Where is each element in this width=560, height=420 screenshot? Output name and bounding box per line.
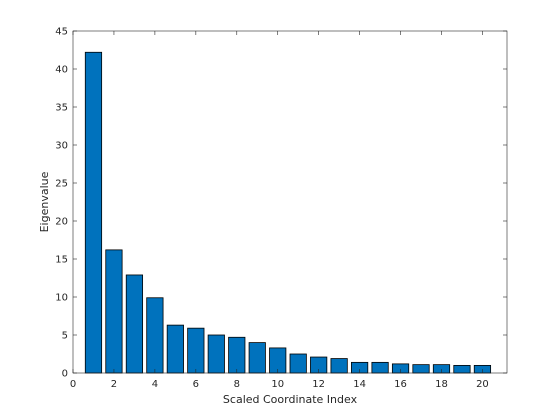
bar-9 xyxy=(248,342,266,374)
bar-17 xyxy=(412,364,430,374)
bar-19 xyxy=(453,364,471,374)
y-tick-label-0: 0 xyxy=(62,369,68,380)
y-tick-label-30: 30 xyxy=(55,141,68,152)
bar-4 xyxy=(146,297,164,374)
axes-group xyxy=(72,30,508,374)
bar-11 xyxy=(289,353,307,374)
bar-8 xyxy=(228,336,246,374)
bar-7 xyxy=(207,334,225,374)
x-tick-label-16: 16 xyxy=(394,379,407,390)
axes-box xyxy=(72,30,508,374)
x-tick-label-14: 14 xyxy=(353,379,366,390)
bar-3 xyxy=(125,274,144,374)
plot-area xyxy=(73,31,507,373)
bars-group xyxy=(84,51,492,374)
x-tick-labels: 0 2 4 6 8 10 12 14 16 18 20 xyxy=(70,379,489,390)
x-tick-label-8: 8 xyxy=(234,379,240,390)
y-tick-label-45: 45 xyxy=(55,27,68,38)
bar-15 xyxy=(371,361,389,374)
y-tick-labels: 0 5 10 15 20 25 30 35 40 45 xyxy=(55,27,68,380)
y-tick-label-35: 35 xyxy=(55,103,68,114)
x-tick-label-0: 0 xyxy=(70,379,76,390)
x-axis-label: Scaled Coordinate Index xyxy=(223,393,358,406)
y-tick-label-40: 40 xyxy=(55,65,68,76)
bar-1 xyxy=(84,51,103,374)
x-tick-label-12: 12 xyxy=(312,379,325,390)
x-tick-label-6: 6 xyxy=(193,379,199,390)
y-tick-label-15: 15 xyxy=(55,255,68,266)
bar-2 xyxy=(105,249,123,374)
y-tick-label-5: 5 xyxy=(62,331,68,342)
x-tick-label-2: 2 xyxy=(111,379,117,390)
y-tick-label-10: 10 xyxy=(55,293,68,304)
y-tick-label-25: 25 xyxy=(55,179,68,190)
x-tick-label-20: 20 xyxy=(476,379,489,390)
x-tick-label-10: 10 xyxy=(271,379,284,390)
bar-13 xyxy=(330,358,348,374)
x-tick-label-4: 4 xyxy=(152,379,158,390)
bar-5 xyxy=(166,324,184,374)
y-tick-label-20: 20 xyxy=(55,217,68,228)
x-tick-label-18: 18 xyxy=(435,379,448,390)
y-axis-label: Eigenvalue xyxy=(38,171,51,232)
bar-6 xyxy=(187,327,205,374)
